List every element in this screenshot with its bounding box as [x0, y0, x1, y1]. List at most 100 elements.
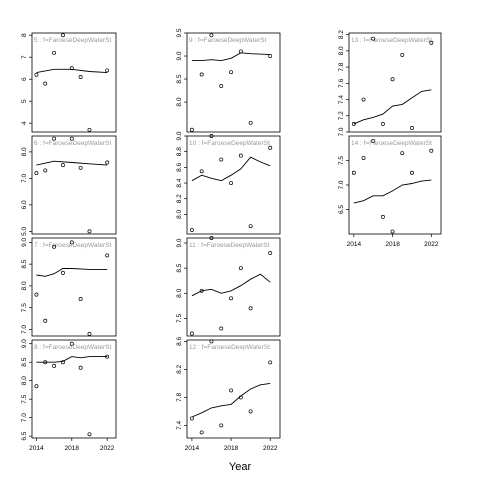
smooth-trend-line	[36, 268, 108, 277]
y-tick-label: 6.5	[338, 205, 345, 214]
y-tick-label: 8.2	[338, 30, 345, 39]
data-point	[69, 66, 74, 71]
y-tick-label: 7.0	[21, 325, 28, 334]
panel-10: 10 : f=FaroeseDeepWaterSt 8.0 8.2 8.4 8.6 8.8…	[176, 131, 281, 235]
x-tick-label: 2018	[385, 241, 400, 248]
data-point	[43, 318, 48, 323]
y-tick-label: 7.4	[176, 421, 183, 430]
panel-strip-label: 8 : f=FaroeseDeepWaterSt	[34, 344, 111, 351]
y-tick-label: 8	[21, 33, 28, 37]
y-tick-label: 7.6	[338, 78, 345, 87]
data-point	[60, 270, 65, 275]
smooth-trend-line	[36, 356, 108, 363]
smooth-trend-line	[191, 273, 271, 297]
panel-14: 14 : f=FaroeseDeepWaterSt 6.5 7.0 7.5 2014 20…	[338, 135, 442, 248]
y-tick-label: 8.0	[176, 97, 183, 106]
smooth-trend-line	[191, 382, 271, 418]
panel-frame	[348, 135, 442, 235]
data-point	[87, 432, 92, 437]
data-point	[361, 156, 366, 160]
x-tick-label: 2018	[65, 445, 80, 452]
data-point	[105, 354, 110, 359]
y-tick-label: 8.5	[21, 357, 28, 366]
smooth-trend-line	[36, 160, 108, 166]
data-point	[390, 77, 395, 82]
data-point	[34, 171, 39, 176]
data-point	[87, 331, 92, 336]
data-point	[268, 145, 273, 150]
data-point	[78, 365, 83, 370]
y-tick-label: 6	[21, 77, 28, 81]
y-tick-label: 8.2	[176, 194, 183, 203]
y-tick-label: 7.5	[21, 394, 28, 403]
y-tick-label: 8.0	[21, 281, 28, 290]
panel-frame	[186, 339, 281, 439]
data-point	[238, 49, 243, 54]
data-point	[78, 75, 83, 79]
y-tick-label: 8.4	[176, 178, 183, 187]
y-tick-label: 9.0	[176, 51, 183, 60]
y-tick-label: 7.0	[338, 127, 345, 136]
data-point	[238, 266, 243, 271]
smooth-trend-line	[36, 68, 108, 74]
panel-frame	[31, 32, 117, 133]
data-point	[409, 170, 414, 175]
data-point	[60, 360, 65, 365]
data-point	[189, 228, 194, 233]
panel-12: 12 : f=FaroeseDeepWaterSt 7.4 7.8 8.2 8.6 201…	[176, 337, 281, 452]
data-point	[268, 54, 273, 58]
panel-8: 8 : f=FaroeseDeepWaterSt 6.5 7.0 7.5 8.0 8.5 9…	[21, 339, 117, 452]
smooth-trend-line	[191, 156, 271, 182]
data-point	[219, 157, 224, 162]
y-tick-label: 9.0	[176, 131, 183, 140]
y-tick-label: 9.0	[176, 238, 183, 247]
x-axis-title: Year	[229, 461, 252, 473]
x-tick-label: 2018	[224, 445, 239, 452]
panel-frame	[186, 237, 281, 337]
panel-frame	[31, 237, 117, 337]
data-point	[34, 292, 39, 297]
y-tick-label: 4	[21, 121, 28, 125]
data-point	[219, 423, 224, 428]
data-point	[229, 388, 234, 393]
y-tick-label: 7.0	[21, 413, 28, 422]
panel-strip-label: 11 : f=FaroeseDeepWaterSt	[189, 242, 270, 249]
y-tick-label: 9.0	[21, 339, 28, 348]
data-point	[60, 163, 65, 168]
data-point	[43, 360, 48, 365]
data-point	[248, 409, 253, 414]
data-point	[78, 297, 83, 301]
data-point	[429, 40, 434, 45]
data-point	[43, 81, 48, 86]
data-point	[69, 136, 74, 141]
x-tick-label: 2014	[29, 445, 44, 452]
data-point	[209, 339, 214, 344]
y-tick-label: 8.5	[176, 74, 183, 83]
data-point	[199, 72, 204, 77]
data-point	[380, 121, 385, 126]
data-point	[361, 97, 366, 102]
y-tick-label: 7.8	[338, 62, 345, 71]
panel-9: 9 : f=FaroeseDeepWaterSt 8.0 8.5 9.0 9.5	[176, 28, 281, 133]
y-tick-label: 8.0	[176, 210, 183, 219]
y-tick-label: 9.0	[21, 237, 28, 246]
data-point	[60, 33, 65, 38]
data-point	[209, 134, 214, 138]
data-point	[248, 120, 253, 125]
data-point	[409, 125, 414, 130]
panel-frame	[31, 339, 117, 439]
y-tick-label: 5.0	[21, 226, 28, 235]
y-tick-label: 8.0	[21, 147, 28, 156]
data-point	[189, 127, 194, 132]
x-tick-label: 2014	[185, 445, 200, 452]
y-tick-label: 7.5	[21, 303, 28, 312]
data-point	[238, 153, 243, 158]
y-tick-label: 7	[21, 55, 28, 59]
panel-frame	[31, 135, 117, 235]
panel-frame	[186, 32, 281, 133]
data-point	[209, 33, 214, 38]
y-tick-label: 7.0	[338, 180, 345, 189]
data-point	[105, 160, 110, 165]
data-point	[189, 416, 194, 421]
data-point	[52, 363, 57, 368]
